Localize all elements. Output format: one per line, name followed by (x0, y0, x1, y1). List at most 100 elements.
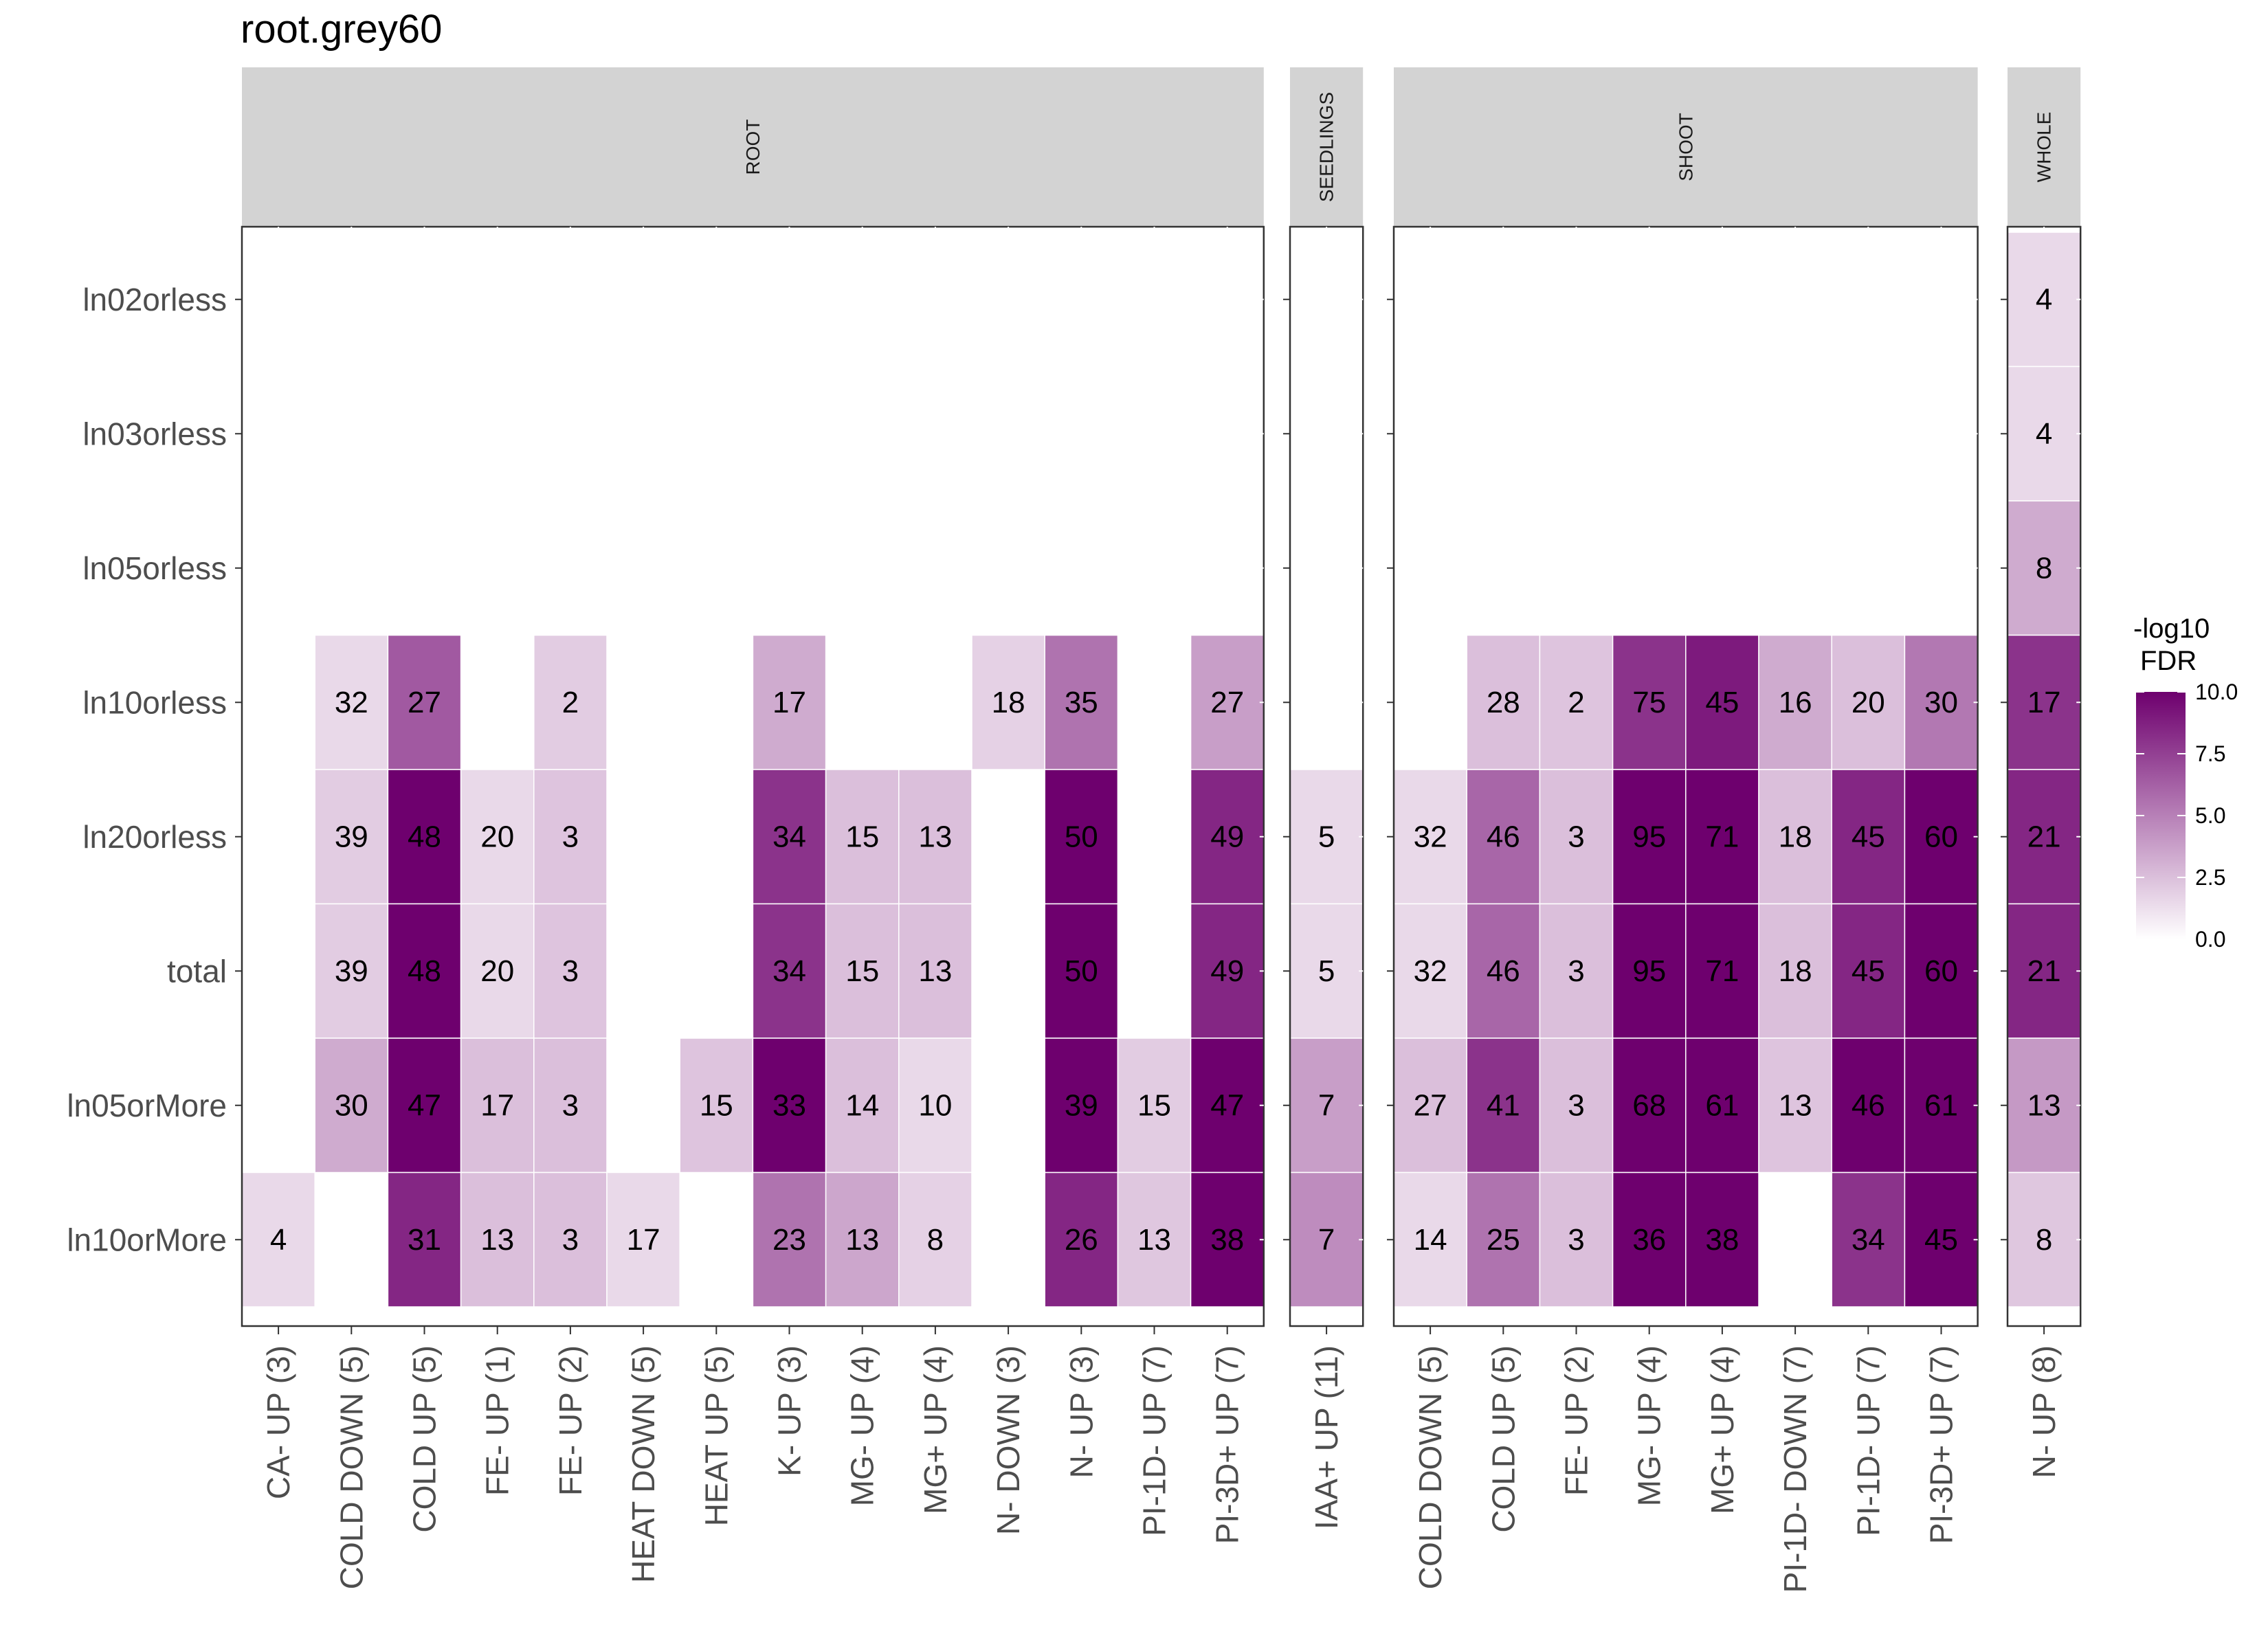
heatmap-cell (314, 903, 389, 1039)
legend-title-line-2: FDR (2140, 646, 2197, 676)
heatmap-cell (825, 769, 900, 905)
cell-value-label: 13 (845, 1223, 879, 1257)
legend-tick-label: 2.5 (2195, 865, 2225, 890)
cell-value-label: 68 (1632, 1088, 1666, 1122)
cell-value-label: 48 (408, 820, 441, 853)
heatmap-cell (898, 1171, 972, 1308)
heatmap-cell (898, 769, 972, 905)
cell-value-label: 21 (2027, 954, 2061, 988)
heatmap-cell (1289, 769, 1364, 905)
heatmap-cell (1393, 1171, 1467, 1308)
heatmap-cell (752, 1037, 827, 1174)
heatmap-cell (1904, 1171, 1979, 1308)
cell-value-label: 49 (1210, 820, 1244, 853)
facet-strip-root (242, 67, 1264, 227)
cell-value-label: 38 (1705, 1223, 1739, 1257)
heatmap-cell (2007, 366, 2081, 502)
cell-value-label: 4 (2036, 417, 2052, 451)
heatmap-cell (1466, 903, 1541, 1039)
cell-value-label: 45 (1852, 820, 1885, 853)
cell-value-label: 32 (335, 686, 368, 719)
heatmap-cell (1044, 1037, 1119, 1174)
cell-value-label: 18 (1779, 954, 1812, 988)
cell-value-label: 34 (1852, 1223, 1885, 1257)
heatmap-cell (1612, 1037, 1687, 1174)
cell-value-label: 13 (1137, 1223, 1171, 1257)
cell-value-label: 45 (1852, 954, 1885, 988)
heatmap-cell (1190, 769, 1265, 905)
heatmap-cell (460, 1171, 535, 1308)
y-tick-label: ln02orless (82, 282, 227, 317)
cell-value-label: 18 (992, 686, 1025, 719)
heatmap-cell (1612, 903, 1687, 1039)
heatmap-cell (1044, 903, 1119, 1039)
cell-value-label: 5 (1318, 954, 1335, 988)
cell-value-label: 17 (772, 686, 806, 719)
cell-value-label: 39 (335, 954, 368, 988)
heatmap-cell (825, 1171, 900, 1308)
x-tick-label: FE- UP (1) (480, 1345, 515, 1496)
cell-value-label: 4 (2036, 282, 2052, 316)
cell-value-label: 30 (335, 1088, 368, 1122)
heatmap-cell (460, 769, 535, 905)
y-tick-label: ln10orMore (67, 1222, 227, 1257)
cell-value-label: 3 (1568, 1088, 1584, 1122)
heatmap-cell (1758, 1037, 1832, 1174)
cell-value-label: 47 (1210, 1088, 1244, 1122)
facet-strip-label: SEEDLINGS (1316, 92, 1337, 202)
heatmap-cell (1393, 903, 1467, 1039)
heatmap-cell (1831, 1171, 1906, 1308)
facet-strip-label: SHOOT (1675, 113, 1696, 181)
x-tick-label: PI-1D- DOWN (7) (1777, 1345, 1813, 1593)
facet-panel-seedlings: SEEDLINGS 5 5 7 7 IAA+ UP (11) (1283, 67, 1364, 1529)
heatmap-cell (533, 1037, 608, 1174)
heatmap-cell (533, 903, 608, 1039)
heatmap-cell (1117, 1171, 1192, 1308)
y-tick-label: ln03orless (82, 416, 227, 451)
x-tick-label: MG+ UP (4) (918, 1345, 953, 1514)
heatmap-cell (1190, 1171, 1265, 1308)
heatmap-cell (2007, 1037, 2081, 1174)
cell-value-label: 13 (480, 1223, 514, 1257)
heatmap-cell (2007, 769, 2081, 905)
heatmap-cell (1758, 903, 1832, 1039)
x-tick-label: COLD DOWN (5) (333, 1345, 369, 1589)
cell-value-label: 20 (1852, 686, 1885, 719)
heatmap-cell (1904, 634, 1979, 770)
cell-value-label: 8 (927, 1223, 944, 1257)
cell-value-label: 21 (2027, 820, 2061, 853)
cell-value-label: 14 (845, 1088, 879, 1122)
x-tick-label: CA- UP (3) (260, 1345, 296, 1499)
y-tick-label: ln10orless (82, 684, 227, 720)
heatmap-cell (387, 1171, 462, 1308)
x-tick-label: MG- UP (4) (845, 1345, 880, 1506)
heatmap-cell (1758, 634, 1832, 770)
cell-value-label: 3 (562, 954, 579, 988)
x-tick-label: PI-1D- UP (7) (1850, 1345, 1886, 1536)
cell-value-label: 35 (1065, 686, 1098, 719)
heatmap-cell (898, 1037, 972, 1174)
facet-panel-shoot: SHOOT 28 2 75 45 16 20 30 32 46 3 95 71 18 45 60 32 46 3 95… (1387, 67, 1979, 1593)
cell-value-label: 34 (772, 954, 806, 988)
facet-strip-label: ROOT (742, 120, 764, 175)
cell-value-label: 50 (1065, 954, 1098, 988)
cell-value-label: 2 (1568, 686, 1584, 719)
facet-strip-seedlings (1290, 67, 1364, 227)
heatmap-cell (971, 634, 1045, 770)
cell-value-label: 2 (562, 686, 579, 719)
cell-value-label: 41 (1487, 1088, 1520, 1122)
cell-value-label: 15 (845, 820, 879, 853)
heatmap-cell (2007, 1171, 2081, 1308)
heatmap-cell (1289, 1171, 1364, 1308)
x-tick-label: MG+ UP (4) (1704, 1345, 1740, 1514)
x-tick-label: FE- UP (2) (553, 1345, 588, 1496)
heatmap-cell (241, 1171, 315, 1308)
cell-value-label: 14 (1414, 1223, 1447, 1257)
heatmap-cell (1904, 1037, 1979, 1174)
cell-value-label: 13 (918, 820, 952, 853)
x-tick-label: MG- UP (4) (1632, 1345, 1667, 1506)
x-tick-label: IAA+ UP (11) (1309, 1345, 1344, 1529)
cell-value-label: 26 (1065, 1223, 1098, 1257)
